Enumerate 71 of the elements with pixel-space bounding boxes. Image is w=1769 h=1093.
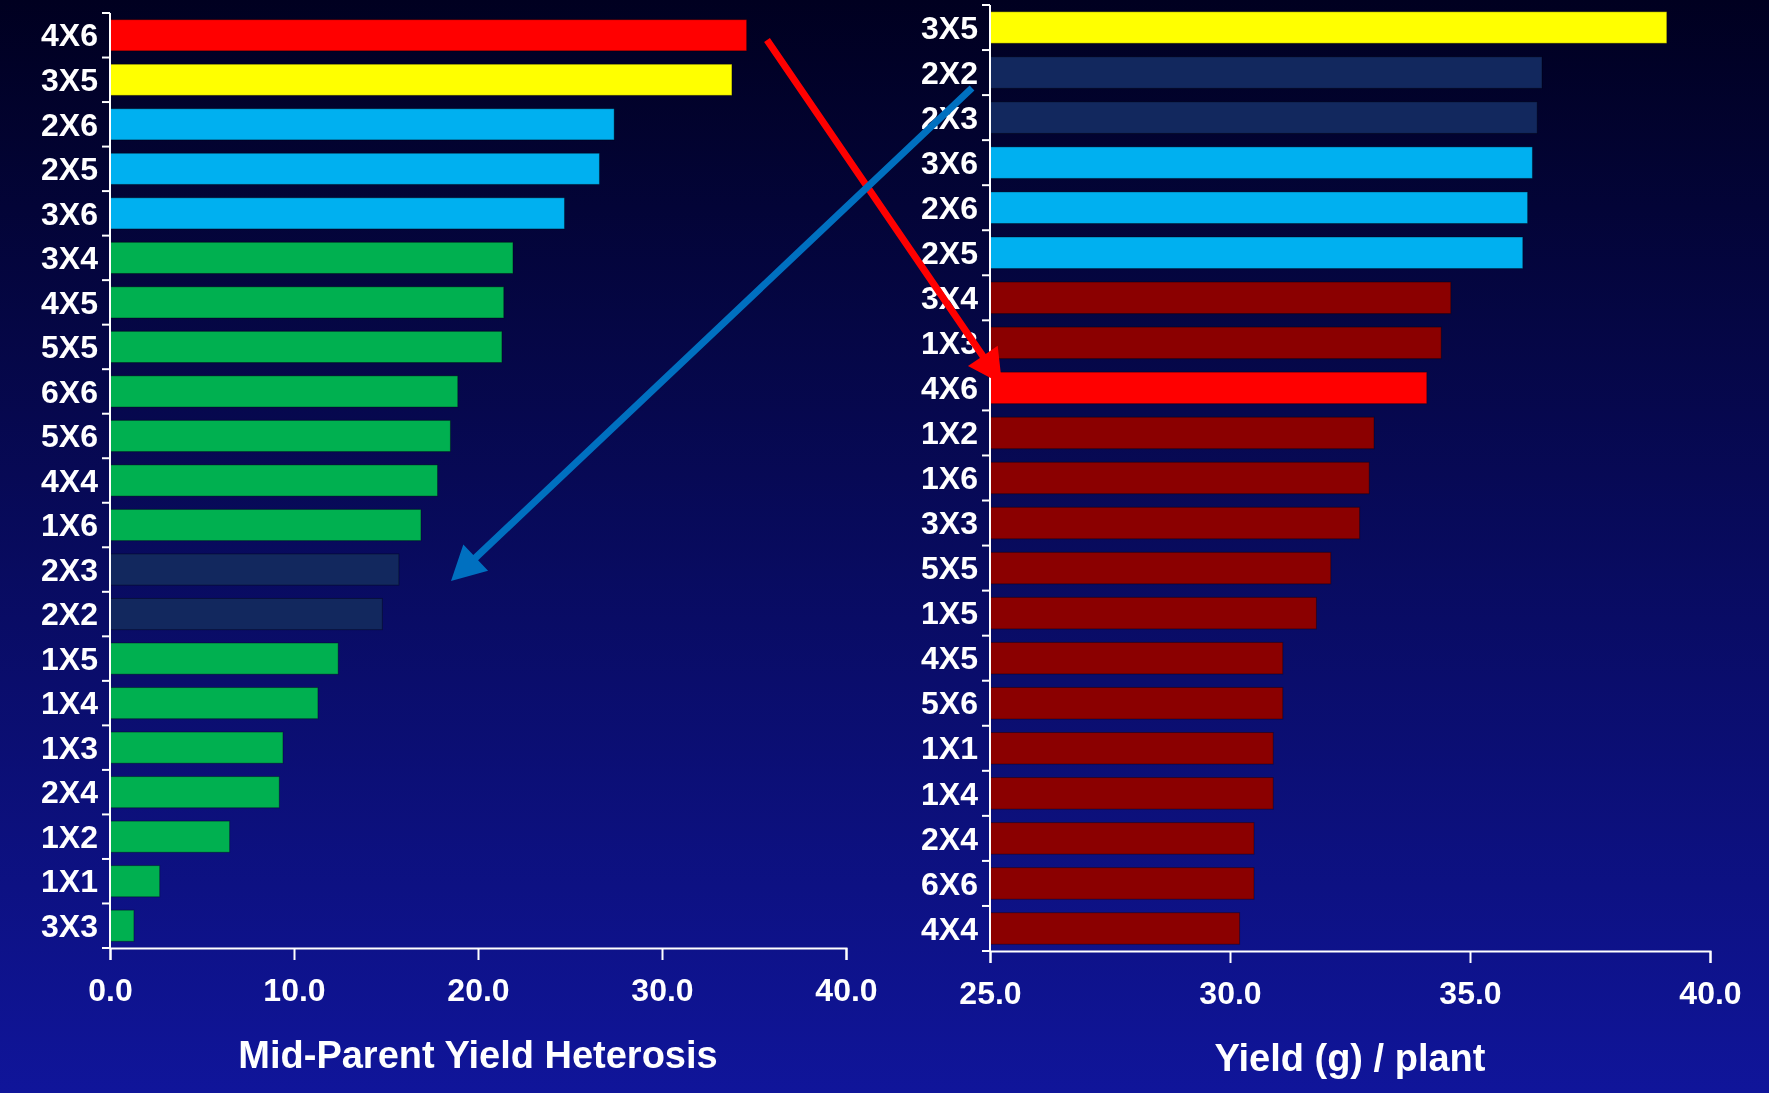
y-tick-label: 4X5 <box>41 284 98 321</box>
bar <box>109 687 319 720</box>
y-tick-label: 6X6 <box>41 373 98 410</box>
x-tick-label: 10.0 <box>263 971 326 1008</box>
y-tick-label: 5X5 <box>921 550 978 587</box>
bar <box>109 909 135 942</box>
y-tick-label: 1X1 <box>921 730 978 767</box>
x-tick-label: 35.0 <box>1439 974 1502 1011</box>
bar <box>109 419 451 453</box>
y-tick-label: 3X4 <box>41 240 99 277</box>
bar <box>109 197 565 230</box>
y-tick-label: 1X4 <box>921 775 979 812</box>
bar <box>109 865 161 898</box>
y-tick-label: 4X6 <box>921 370 978 407</box>
x-tick-label: 20.0 <box>447 971 510 1008</box>
y-tick-label: 2X2 <box>921 54 978 91</box>
y-tick-label: 2X6 <box>921 189 978 226</box>
y-tick-label: 3X5 <box>921 9 978 46</box>
y-tick-label: 1X1 <box>41 863 98 900</box>
y-tick-label: 1X5 <box>41 640 98 677</box>
y-tick-label: 6X6 <box>921 865 978 902</box>
bar <box>109 508 422 542</box>
bar <box>109 330 503 364</box>
y-tick-label: 5X5 <box>41 329 98 366</box>
bar <box>109 63 733 96</box>
y-tick-label: 2X6 <box>41 106 98 143</box>
y-tick-label: 1X5 <box>921 595 978 632</box>
y-tick-label: 5X6 <box>41 418 98 455</box>
x-axis-title: Mid-Parent Yield Heterosis <box>238 1034 718 1076</box>
y-tick-label: 3X3 <box>921 505 978 542</box>
x-tick-label: 40.0 <box>815 971 878 1008</box>
x-tick-label: 0.0 <box>88 971 133 1008</box>
x-tick-label: 30.0 <box>1199 974 1262 1011</box>
y-tick-label: 1X6 <box>41 507 98 544</box>
bar <box>109 731 284 764</box>
bar <box>109 553 400 586</box>
y-tick-label: 1X4 <box>41 685 99 722</box>
x-axis-title: Yield (g) / plant <box>1214 1037 1486 1079</box>
bar <box>109 286 505 319</box>
bar <box>109 375 459 408</box>
bar <box>109 19 748 52</box>
y-tick-label: 1X3 <box>41 729 98 766</box>
y-tick-label: 4X6 <box>41 17 98 54</box>
y-tick-label: 3X3 <box>41 907 98 944</box>
bar <box>109 108 615 141</box>
bar <box>109 776 280 809</box>
y-tick-label: 1X2 <box>921 415 978 452</box>
y-tick-label: 3X6 <box>41 195 98 232</box>
y-tick-label: 1X6 <box>921 460 978 497</box>
bar <box>109 241 514 274</box>
y-tick-label: 3X6 <box>921 144 978 181</box>
y-tick-label: 5X6 <box>921 685 978 722</box>
y-tick-label: 1X2 <box>41 818 98 855</box>
y-tick-label: 4X4 <box>921 910 979 947</box>
bar <box>109 597 383 631</box>
bar <box>109 820 231 853</box>
x-tick-label: 30.0 <box>631 971 694 1008</box>
bar <box>109 464 439 497</box>
y-tick-label: 2X5 <box>41 151 98 188</box>
y-tick-label: 4X5 <box>921 640 978 677</box>
y-tick-label: 2X5 <box>921 234 978 271</box>
bar <box>109 152 600 185</box>
bar <box>109 642 339 675</box>
x-tick-label: 25.0 <box>959 974 1022 1011</box>
y-tick-label: 2X2 <box>41 596 98 633</box>
y-tick-label: 2X4 <box>41 774 99 811</box>
x-tick-label: 40.0 <box>1679 974 1742 1011</box>
y-tick-label: 2X4 <box>921 820 979 857</box>
y-tick-label: 4X4 <box>41 462 99 499</box>
y-tick-label: 3X5 <box>41 61 98 98</box>
y-tick-label: 2X3 <box>41 551 98 588</box>
